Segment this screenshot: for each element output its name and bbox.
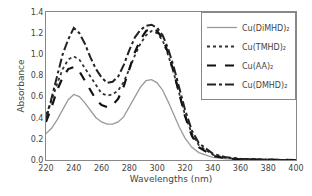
svg-text:0.6: 0.6 bbox=[31, 92, 44, 101]
svg-text:400: 400 bbox=[288, 164, 303, 173]
svg-text:380: 380 bbox=[261, 164, 276, 173]
svg-text:280: 280 bbox=[122, 164, 137, 173]
svg-text:1.2: 1.2 bbox=[31, 29, 44, 38]
svg-text:260: 260 bbox=[94, 164, 109, 173]
svg-text:0.2: 0.2 bbox=[31, 135, 44, 144]
svg-text:0.8: 0.8 bbox=[31, 71, 44, 80]
svg-text:Cu(TMHD)₂: Cu(TMHD)₂ bbox=[242, 43, 286, 52]
svg-text:Cu(AA)₂: Cu(AA)₂ bbox=[242, 62, 273, 71]
svg-text:Cu(DMHD)₂: Cu(DMHD)₂ bbox=[242, 81, 287, 90]
svg-text:Wavelengths (nm): Wavelengths (nm) bbox=[130, 174, 212, 184]
svg-text:320: 320 bbox=[177, 164, 192, 173]
svg-text:0.0: 0.0 bbox=[31, 156, 44, 165]
svg-text:300: 300 bbox=[149, 164, 164, 173]
svg-text:220: 220 bbox=[38, 164, 53, 173]
svg-text:1.0: 1.0 bbox=[31, 50, 44, 59]
svg-text:1.4: 1.4 bbox=[31, 8, 44, 17]
svg-text:0.4: 0.4 bbox=[31, 114, 44, 123]
svg-text:Absorbance: Absorbance bbox=[16, 59, 26, 113]
svg-text:360: 360 bbox=[233, 164, 248, 173]
svg-text:240: 240 bbox=[66, 164, 81, 173]
svg-text:Cu(DiMHD)₂: Cu(DiMHD)₂ bbox=[242, 24, 290, 33]
svg-text:340: 340 bbox=[205, 164, 220, 173]
